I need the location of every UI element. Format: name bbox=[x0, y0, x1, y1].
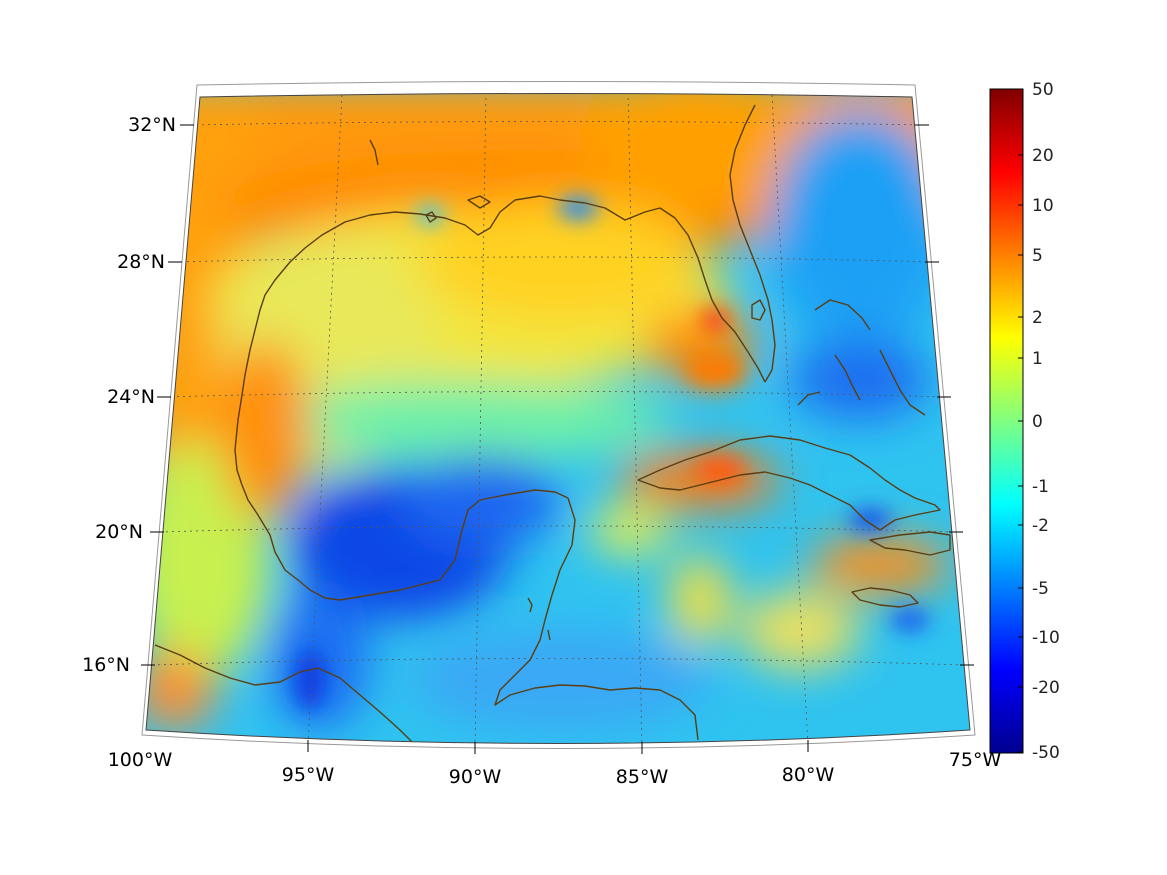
colorbar-label-neg10: -10 bbox=[1032, 628, 1060, 648]
florida-east-coast bbox=[729, 104, 776, 383]
colorbar-label-5: 5 bbox=[1032, 246, 1043, 266]
colorbar-label-neg20: -20 bbox=[1032, 678, 1060, 698]
hispaniola-island bbox=[869, 531, 951, 556]
lat-label-28: 28°N bbox=[117, 251, 165, 273]
yucatan-coast bbox=[494, 497, 699, 741]
gulf-coastline bbox=[234, 195, 766, 601]
coastlines bbox=[154, 104, 951, 744]
lon-ticks bbox=[307, 740, 809, 754]
belize-cays bbox=[527, 597, 551, 641]
colorbar-label-1: 1 bbox=[1032, 349, 1043, 369]
colorbar-label-2: 2 bbox=[1032, 308, 1043, 328]
colorbar-ticks bbox=[1018, 88, 1023, 753]
colorbar-label-0: 0 bbox=[1032, 412, 1043, 432]
colorbar-label-neg50: -50 bbox=[1032, 743, 1060, 763]
cuba-island bbox=[637, 435, 941, 531]
colorbar-label-neg5: -5 bbox=[1032, 579, 1049, 599]
colorbar: 50 20 10 5 2 1 0 -1 -2 -5 -10 -20 -50 bbox=[989, 80, 1060, 763]
lon-label-90: 90°W bbox=[449, 766, 502, 788]
lake-okeechobee bbox=[751, 299, 766, 321]
lat-ticks bbox=[141, 124, 974, 666]
graticule bbox=[151, 93, 966, 744]
lon-label-100: 100°W bbox=[108, 749, 173, 771]
colorbar-label-10: 10 bbox=[1032, 196, 1054, 216]
lat-label-24: 24°N bbox=[107, 386, 155, 408]
lat-label-16: 16°N bbox=[82, 654, 130, 676]
colorbar-label-neg1: -1 bbox=[1032, 477, 1049, 497]
lat-label-32: 32°N bbox=[128, 114, 176, 136]
colorbar-label-50: 50 bbox=[1032, 80, 1054, 100]
colorbar-gradient bbox=[989, 88, 1024, 754]
bahamas-islands bbox=[797, 299, 926, 416]
lon-label-80: 80°W bbox=[782, 764, 835, 786]
jamaica-island bbox=[851, 587, 919, 608]
lon-label-95: 95°W bbox=[282, 764, 335, 786]
colorbar-label-neg2: -2 bbox=[1032, 516, 1049, 536]
data-field bbox=[146, 93, 970, 744]
lon-label-75: 75°W bbox=[949, 749, 1002, 771]
lat-label-20: 20°N bbox=[95, 521, 143, 543]
small-islands bbox=[369, 139, 491, 223]
lon-label-85: 85°W bbox=[616, 766, 669, 788]
pacific-coast bbox=[154, 644, 416, 744]
map-frame bbox=[141, 81, 976, 749]
colorbar-label-20: 20 bbox=[1032, 146, 1054, 166]
